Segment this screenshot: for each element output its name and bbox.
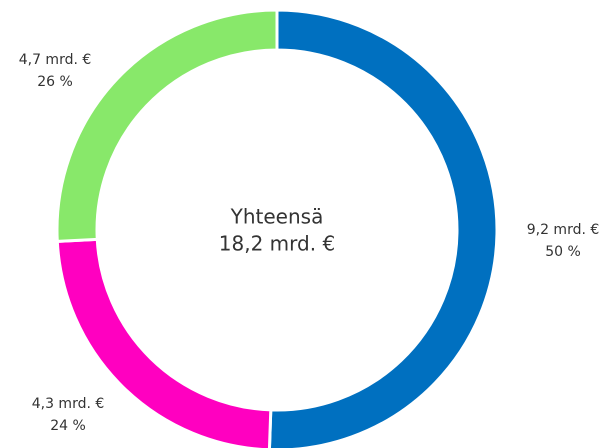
percent-label: 24 % xyxy=(50,418,86,434)
donut-segment xyxy=(267,8,499,448)
center-total: 18,2 mrd. € xyxy=(219,232,335,256)
percent-label: 50 % xyxy=(545,244,581,260)
center-title: Yhteensä xyxy=(230,205,324,229)
percent-label: 26 % xyxy=(37,74,73,90)
value-label: 4,3 mrd. € xyxy=(32,396,105,412)
donut-segment xyxy=(55,8,279,243)
donut-segment xyxy=(55,237,273,448)
value-label: 4,7 mrd. € xyxy=(19,52,92,68)
value-label: 9,2 mrd. € xyxy=(527,222,600,238)
